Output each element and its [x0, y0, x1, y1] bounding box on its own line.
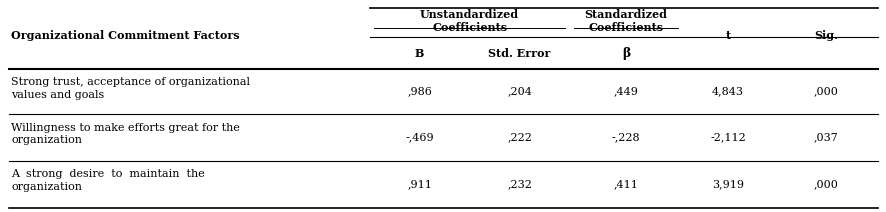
Text: ,449: ,449 [613, 86, 638, 96]
Text: Strong trust, acceptance of organizational
values and goals: Strong trust, acceptance of organization… [12, 77, 250, 100]
Text: β: β [621, 46, 629, 60]
Text: 3,919: 3,919 [711, 179, 743, 190]
Text: B: B [415, 47, 424, 59]
Text: A  strong  desire  to  maintain  the
organization: A strong desire to maintain the organiza… [12, 169, 205, 192]
Text: Std. Error: Std. Error [488, 47, 550, 59]
Text: ,222: ,222 [507, 133, 532, 143]
Text: ,000: ,000 [812, 86, 837, 96]
Text: Unstandardized
Coefficients: Unstandardized Coefficients [420, 9, 518, 33]
Text: ,911: ,911 [407, 179, 431, 190]
Text: Standardized
Coefficients: Standardized Coefficients [584, 9, 667, 33]
Text: Willingness to make efforts great for the
organization: Willingness to make efforts great for th… [12, 123, 240, 145]
Text: ,204: ,204 [507, 86, 532, 96]
Text: ,232: ,232 [507, 179, 532, 190]
Text: -,228: -,228 [611, 133, 640, 143]
Text: Organizational Commitment Factors: Organizational Commitment Factors [12, 30, 240, 41]
Text: ,986: ,986 [407, 86, 431, 96]
Text: Sig.: Sig. [813, 30, 837, 41]
Text: ,411: ,411 [613, 179, 638, 190]
Text: t: t [725, 30, 730, 41]
Text: -2,112: -2,112 [710, 133, 745, 143]
Text: -,469: -,469 [405, 133, 433, 143]
Text: ,037: ,037 [812, 133, 837, 143]
Text: ,000: ,000 [812, 179, 837, 190]
Text: 4,843: 4,843 [711, 86, 743, 96]
